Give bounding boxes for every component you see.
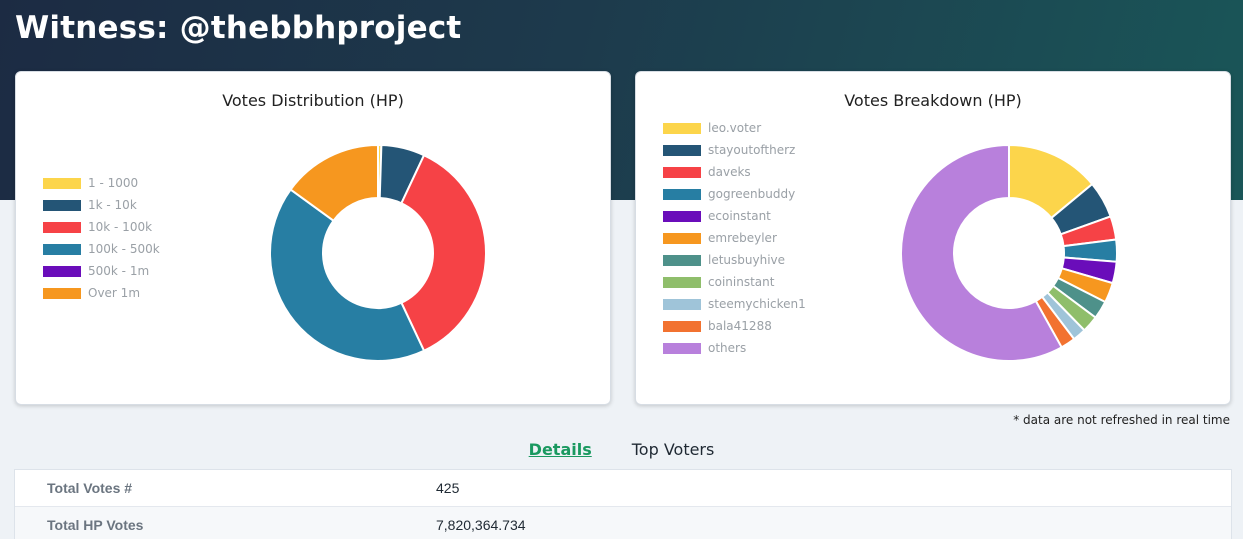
legend-item[interactable]: leo.voter bbox=[663, 117, 806, 139]
legend-label: 500k - 1m bbox=[88, 264, 150, 278]
legend-swatch bbox=[663, 144, 701, 156]
votes-distribution-donut[interactable] bbox=[269, 144, 487, 362]
chart-legend: leo.voter stayoutoftherz daveks gogreenb… bbox=[663, 117, 806, 359]
legend-item[interactable]: 1 - 1000 bbox=[43, 172, 160, 194]
legend-item[interactable]: daveks bbox=[663, 161, 806, 183]
legend-label: 10k - 100k bbox=[88, 220, 153, 234]
legend-item[interactable]: 1k - 10k bbox=[43, 194, 160, 216]
slice-over-1m[interactable] bbox=[289, 144, 379, 223]
legend-label: gogreenbuddy bbox=[708, 187, 796, 201]
legend-label: stayoutoftherz bbox=[708, 143, 796, 157]
legend-item[interactable]: coininstant bbox=[663, 271, 806, 293]
details-tabs: Details Top Voters bbox=[0, 440, 1243, 459]
legend-swatch bbox=[663, 232, 701, 244]
legend-label: Over 1m bbox=[88, 286, 141, 300]
votes-distribution-card: Votes Distribution (HP) 1 - 1000 1k - 10… bbox=[15, 71, 611, 405]
legend-item[interactable]: bala41288 bbox=[663, 315, 806, 337]
legend-swatch bbox=[663, 210, 701, 222]
legend-swatch bbox=[43, 243, 81, 255]
legend-label: others bbox=[708, 341, 747, 355]
legend-label: coininstant bbox=[708, 275, 775, 289]
table-row: Total HP Votes 7,820,364.734 bbox=[15, 507, 1231, 539]
legend-item[interactable]: emrebeyler bbox=[663, 227, 806, 249]
votes-breakdown-card: Votes Breakdown (HP) leo.voter stayoutof… bbox=[635, 71, 1231, 405]
total-hp-votes-value: 7,820,364.734 bbox=[436, 517, 526, 533]
slice-10k-100k[interactable] bbox=[400, 153, 487, 353]
legend-swatch bbox=[43, 199, 81, 211]
page-title: Witness: @thebbhproject bbox=[15, 10, 462, 46]
legend-label: bala41288 bbox=[708, 319, 772, 333]
legend-label: ecoinstant bbox=[708, 209, 771, 223]
total-votes-label: Total Votes # bbox=[47, 480, 133, 496]
total-hp-votes-label: Total HP Votes bbox=[47, 517, 144, 533]
legend-swatch bbox=[43, 265, 81, 277]
legend-label: letusbuyhive bbox=[708, 253, 786, 267]
legend-item[interactable]: ecoinstant bbox=[663, 205, 806, 227]
legend-label: daveks bbox=[708, 165, 751, 179]
legend-item[interactable]: letusbuyhive bbox=[663, 249, 806, 271]
legend-label: emrebeyler bbox=[708, 231, 777, 245]
legend-swatch bbox=[663, 342, 701, 354]
legend-swatch bbox=[663, 122, 701, 134]
legend-swatch bbox=[43, 221, 81, 233]
legend-swatch bbox=[663, 254, 701, 266]
legend-swatch bbox=[663, 320, 701, 332]
legend-item[interactable]: 500k - 1m bbox=[43, 260, 160, 282]
tab-details[interactable]: Details bbox=[528, 440, 592, 459]
legend-item[interactable]: 100k - 500k bbox=[43, 238, 160, 260]
legend-label: 1 - 1000 bbox=[88, 176, 139, 190]
chart-title: Votes Distribution (HP) bbox=[222, 91, 404, 110]
votes-breakdown-donut[interactable] bbox=[900, 144, 1118, 362]
chart-title: Votes Breakdown (HP) bbox=[844, 91, 1022, 110]
slice-others[interactable] bbox=[900, 144, 1063, 362]
tab-top-voters[interactable]: Top Voters bbox=[631, 440, 715, 459]
legend-label: 100k - 500k bbox=[88, 242, 160, 256]
legend-item[interactable]: others bbox=[663, 337, 806, 359]
legend-label: steemychicken1 bbox=[708, 297, 806, 311]
legend-label: 1k - 10k bbox=[88, 198, 137, 212]
legend-swatch bbox=[663, 276, 701, 288]
legend-swatch bbox=[663, 166, 701, 178]
legend-item[interactable]: stayoutoftherz bbox=[663, 139, 806, 161]
slice-100k-500k[interactable] bbox=[269, 188, 426, 362]
details-table: Total Votes # 425 Total HP Votes 7,820,3… bbox=[14, 469, 1232, 539]
chart-legend: 1 - 1000 1k - 10k 10k - 100k 100k - 500k… bbox=[43, 172, 160, 304]
legend-item[interactable]: Over 1m bbox=[43, 282, 160, 304]
legend-swatch bbox=[663, 188, 701, 200]
legend-label: leo.voter bbox=[708, 121, 762, 135]
total-votes-value: 425 bbox=[436, 480, 460, 496]
legend-swatch bbox=[43, 287, 81, 299]
refresh-footnote: * data are not refreshed in real time bbox=[1013, 413, 1230, 427]
table-row: Total Votes # 425 bbox=[15, 470, 1231, 507]
legend-item[interactable]: steemychicken1 bbox=[663, 293, 806, 315]
legend-item[interactable]: 10k - 100k bbox=[43, 216, 160, 238]
legend-swatch bbox=[43, 177, 81, 189]
legend-swatch bbox=[663, 298, 701, 310]
legend-item[interactable]: gogreenbuddy bbox=[663, 183, 806, 205]
